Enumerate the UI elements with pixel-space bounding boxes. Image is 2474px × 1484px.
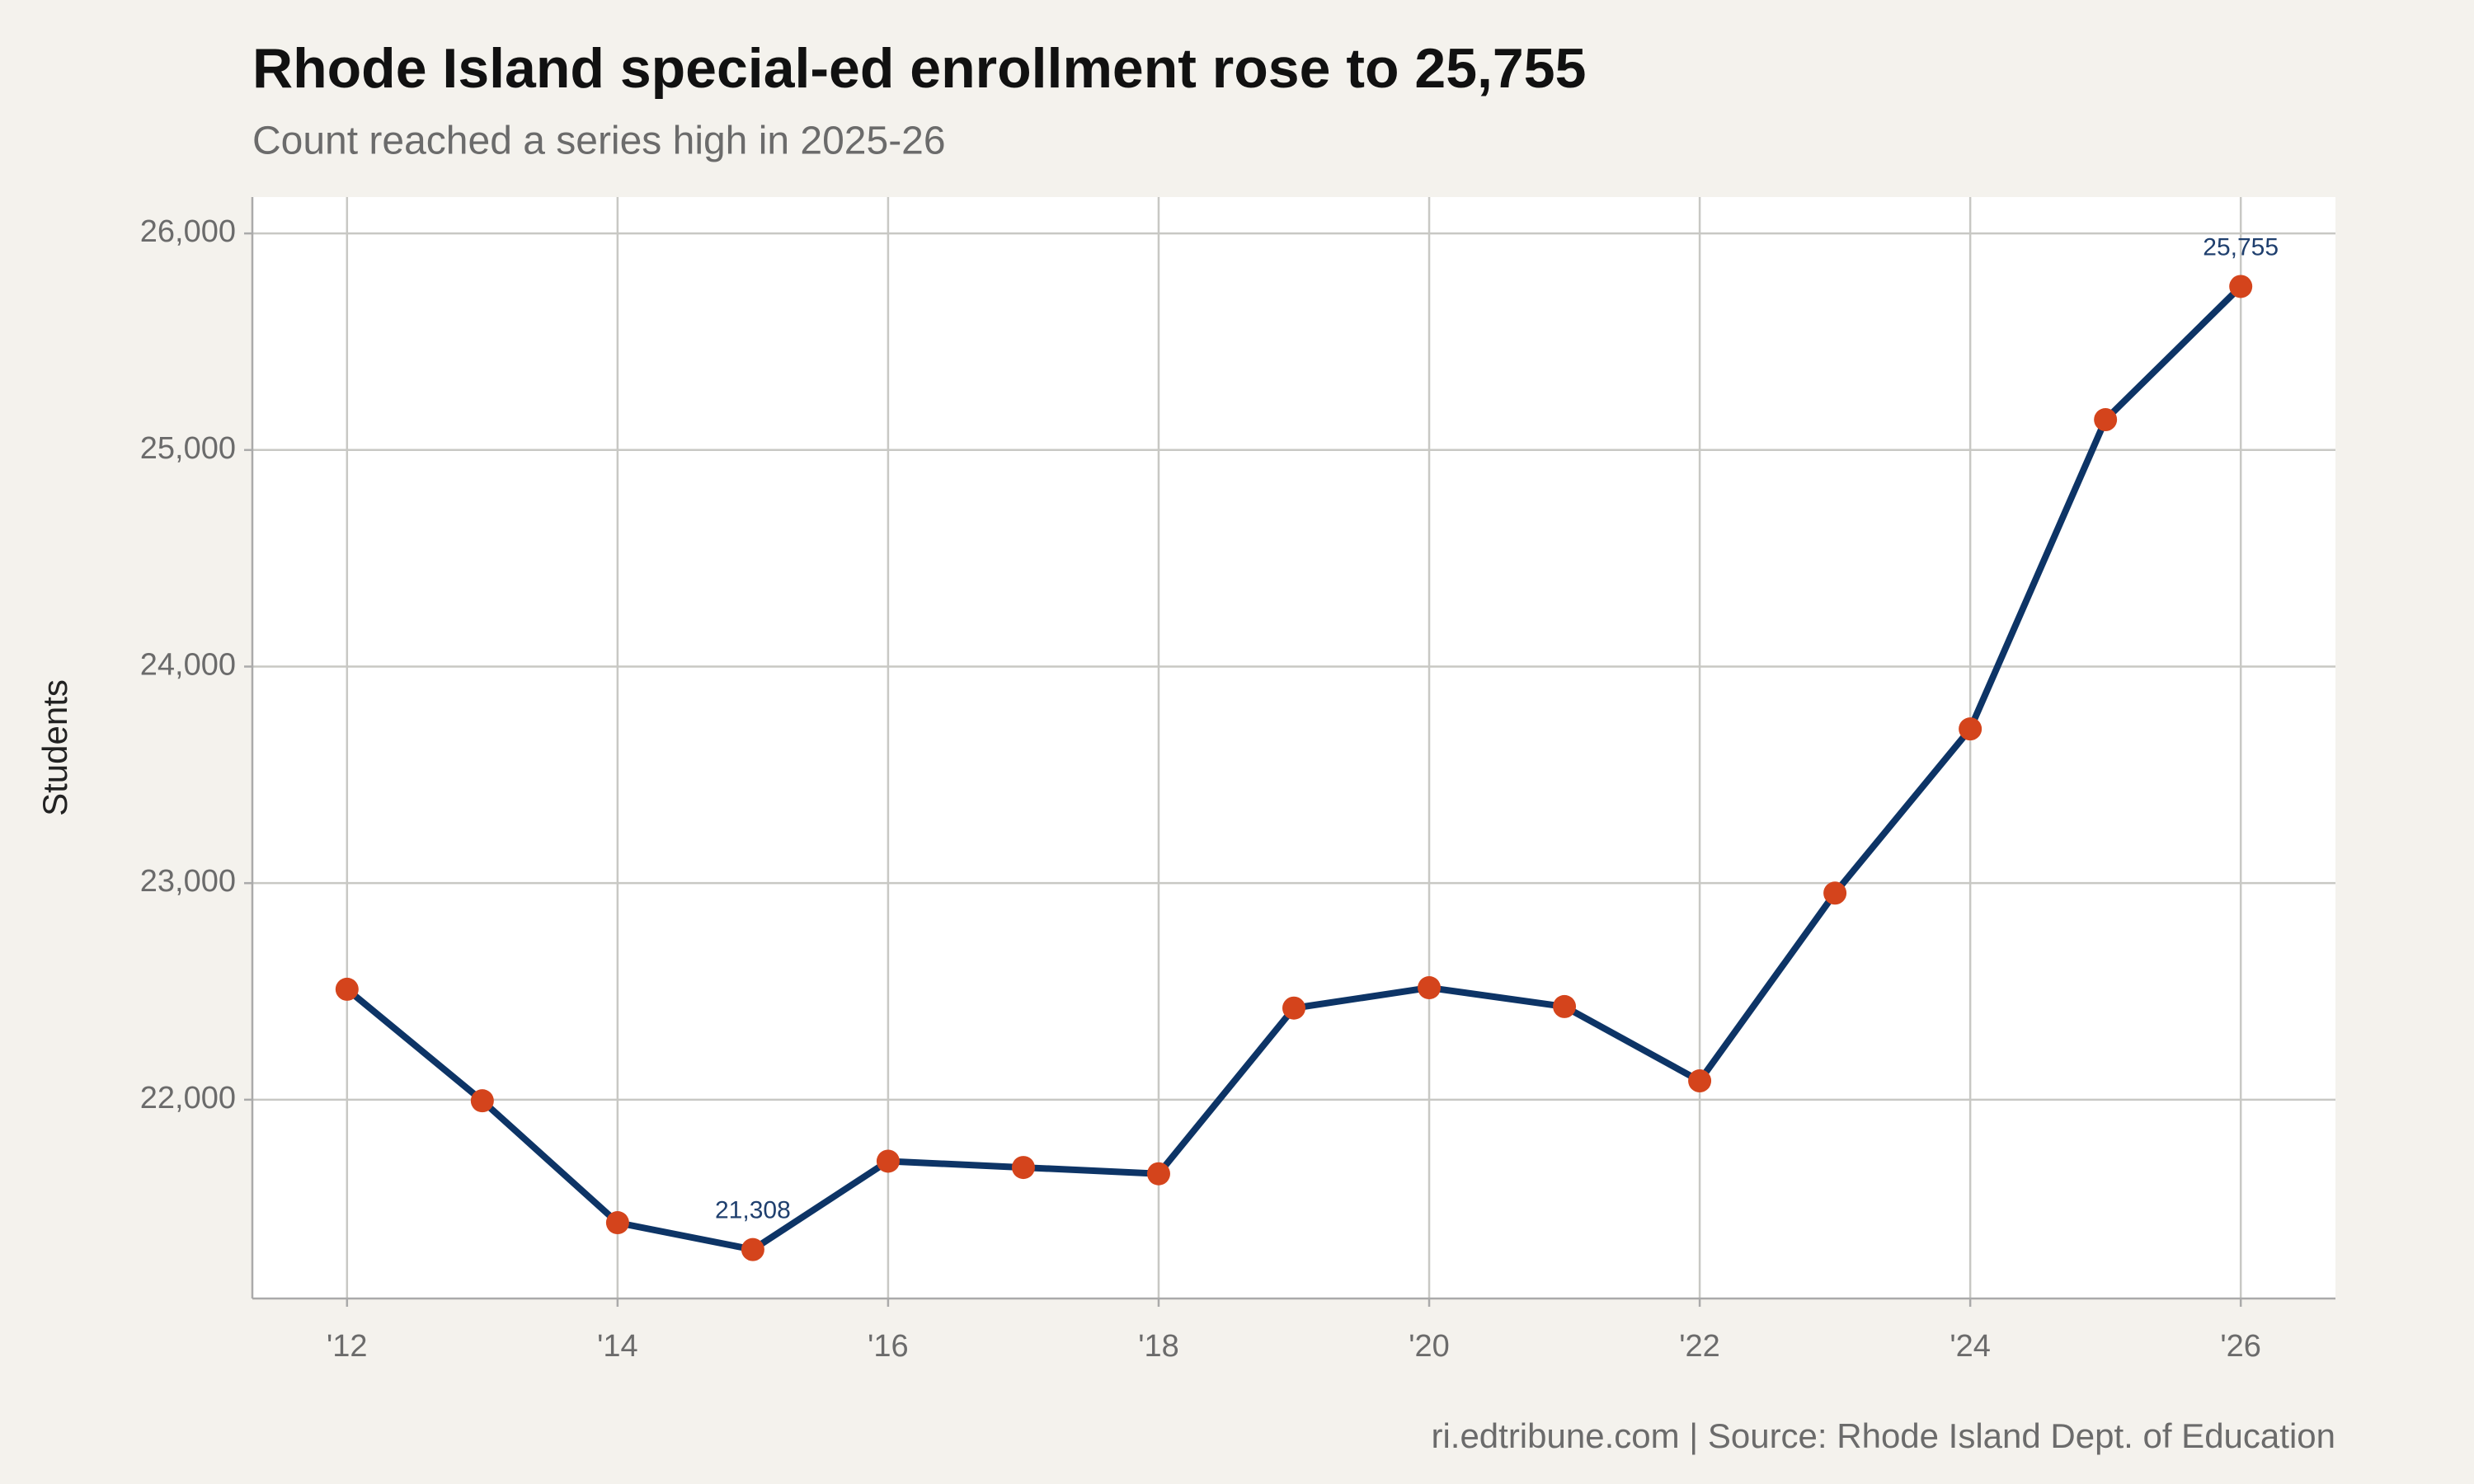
data-point xyxy=(1418,976,1442,1000)
plot-area xyxy=(252,197,2335,1298)
data-point xyxy=(1282,996,1305,1020)
data-point xyxy=(605,1211,629,1235)
data-point xyxy=(335,977,359,1001)
x-tick-label: '12 xyxy=(327,1329,368,1364)
data-point xyxy=(470,1089,494,1113)
data-point xyxy=(1553,994,1577,1018)
data-point xyxy=(1688,1069,1712,1093)
data-point xyxy=(2229,275,2253,298)
y-tick-label: 22,000 xyxy=(140,1081,236,1115)
x-tick-label: '18 xyxy=(1138,1329,1179,1364)
data-point xyxy=(1146,1162,1170,1186)
data-point xyxy=(2094,408,2118,432)
y-tick-label: 25,000 xyxy=(140,431,236,466)
data-point xyxy=(1011,1156,1035,1180)
y-axis-label: Students xyxy=(35,679,74,816)
y-tick-label: 26,000 xyxy=(140,214,236,249)
data-label: 25,755 xyxy=(2203,233,2279,261)
x-tick-label: '20 xyxy=(1409,1329,1450,1364)
chart-title: Rhode Island special-ed enrollment rose … xyxy=(252,37,1586,100)
y-tick-label: 23,000 xyxy=(140,864,236,899)
x-tick-label: '24 xyxy=(1950,1329,1991,1364)
x-tick-label: '16 xyxy=(868,1329,909,1364)
y-tick-label: 24,000 xyxy=(140,648,236,683)
data-point xyxy=(741,1237,764,1261)
x-tick-label: '26 xyxy=(2220,1329,2261,1364)
x-tick-label: '14 xyxy=(597,1329,638,1364)
data-point xyxy=(1823,881,1847,905)
data-point xyxy=(876,1149,900,1173)
data-point xyxy=(1959,717,1982,741)
source-note: ri.edtribune.com | Source: Rhode Island … xyxy=(1431,1416,2335,1455)
data-label: 21,308 xyxy=(715,1197,791,1224)
x-tick-label: '22 xyxy=(1679,1329,1720,1364)
chart-subtitle: Count reached a series high in 2025-26 xyxy=(252,120,946,163)
